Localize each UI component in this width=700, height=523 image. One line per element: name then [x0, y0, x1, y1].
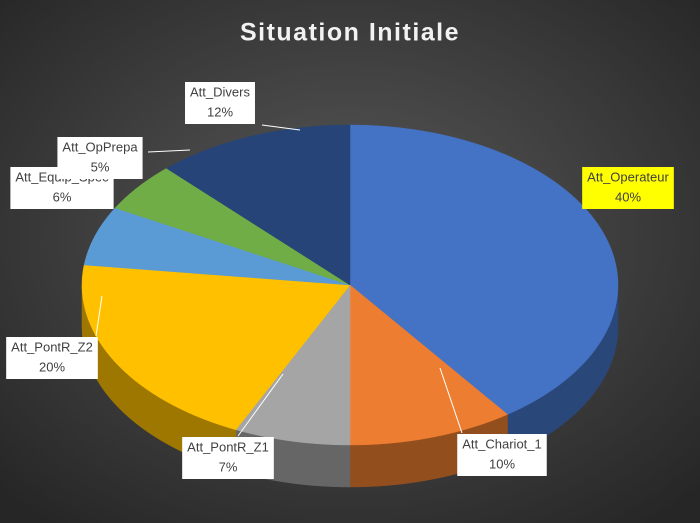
- data-label: 12%: [207, 104, 233, 119]
- leader-line: [261, 124, 301, 131]
- pie-slice: [83, 207, 351, 286]
- leader-line: [95, 295, 103, 337]
- leader-line: [147, 149, 191, 153]
- data-label-box: [6, 337, 98, 379]
- data-label: 20%: [39, 359, 65, 374]
- data-label: 7%: [219, 459, 238, 474]
- category-label: Att_PontR_Z1: [187, 439, 269, 454]
- data-label: 6%: [53, 189, 72, 204]
- data-label-box: [582, 167, 674, 209]
- category-label: Att_PontR_Z2: [11, 339, 93, 354]
- leader-line: [439, 367, 463, 434]
- pie-slice: [349, 124, 619, 415]
- category-label: Att_Operateur: [587, 169, 669, 184]
- pie-slice: [166, 124, 351, 286]
- data-label-box: [57, 137, 143, 179]
- data-label: 40%: [615, 189, 641, 204]
- pie-slice: [81, 264, 351, 431]
- chart-title: Situation Initiale: [240, 19, 460, 47]
- data-label-box: [185, 82, 255, 124]
- leader-line: [237, 373, 284, 437]
- category-label: Att_OpPrepa: [62, 139, 138, 154]
- pie-slice: [349, 284, 509, 446]
- pie-slice: [235, 284, 351, 446]
- data-label: 10%: [489, 456, 515, 471]
- data-label-box: [457, 434, 547, 476]
- pie-slice: [114, 168, 351, 286]
- data-label: 5%: [91, 159, 110, 174]
- data-label-box: [182, 437, 274, 479]
- category-label: Att_Divers: [190, 84, 250, 99]
- category-label: Att_Chariot_1: [462, 436, 542, 451]
